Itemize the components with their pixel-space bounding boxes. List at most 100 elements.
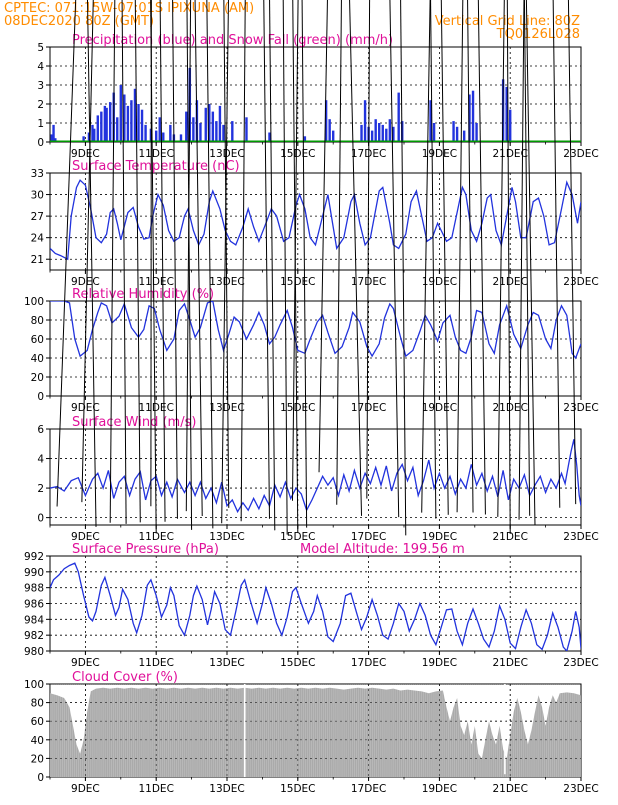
precip-bar <box>109 102 111 142</box>
cloud-dip <box>504 684 506 774</box>
x-tick-label: 23DEC <box>563 276 598 288</box>
series-line <box>50 439 581 511</box>
precip-bar <box>328 119 330 142</box>
panel-title: Precipitation (blue) and Snow Fall (gree… <box>72 33 393 48</box>
y-tick-label: 2 <box>37 483 44 495</box>
y-tick-label: 40 <box>31 353 44 365</box>
wind-arrow <box>498 0 504 517</box>
x-tick-label: 19DEC <box>422 402 457 414</box>
wind-arrow <box>401 0 406 535</box>
series-group <box>50 301 581 358</box>
wind-arrow <box>350 0 362 516</box>
wind-arrow <box>524 0 529 516</box>
y-tick-label: 0 <box>37 137 44 149</box>
wind-arrow <box>519 0 524 520</box>
precip-bar <box>93 129 95 142</box>
wind-arrow <box>441 0 448 515</box>
precip-bar <box>397 93 399 142</box>
y-tick-label: 60 <box>31 334 44 346</box>
wind-arrow <box>283 0 287 535</box>
y-tick-label: 0 <box>37 391 44 403</box>
y-tick-label: 100 <box>24 679 44 691</box>
precip-bar <box>120 85 122 142</box>
y-tick-label: 6 <box>37 424 44 436</box>
y-tick-label: 60 <box>31 716 44 728</box>
wind-arrow <box>526 0 535 525</box>
panel-annotation: Model Altitude: 199.56 m <box>300 542 465 557</box>
x-tick-label: 15DEC <box>280 148 315 160</box>
wind-arrow <box>478 0 485 515</box>
precip-bar <box>144 125 146 142</box>
precip-bar <box>116 117 118 142</box>
y-tick-label: 984 <box>24 614 44 626</box>
x-tick-label: 19DEC <box>422 148 457 160</box>
panel-title: Surface Pressure (hPa) <box>72 542 219 557</box>
y-tick-label: 80 <box>31 315 44 327</box>
precip-bar <box>378 123 380 142</box>
y-tick-label: 3 <box>37 80 44 92</box>
precip-bar <box>130 100 132 142</box>
wind-arrow <box>195 0 202 516</box>
panel-title: Cloud Cover (%) <box>72 670 178 685</box>
x-tick-label: 23DEC <box>563 531 598 543</box>
series-group <box>50 563 581 651</box>
precip-bar <box>389 119 391 142</box>
precip-bar <box>169 125 171 142</box>
wind-arrow <box>135 0 140 522</box>
x-tick-label: 23DEC <box>563 402 598 414</box>
precip-bar <box>452 121 454 142</box>
precip-bar <box>332 131 334 142</box>
series-line <box>50 301 581 358</box>
y-tick-label: 5 <box>37 42 44 54</box>
precip-bar <box>205 108 207 142</box>
x-tick-label: 19DEC <box>422 783 457 795</box>
x-tick-label: 15DEC <box>280 783 315 795</box>
precip-bar <box>475 123 477 142</box>
x-tick-label: 19DEC <box>422 657 457 669</box>
y-tick-label: 40 <box>31 735 44 747</box>
x-tick-label: 19DEC <box>422 276 457 288</box>
precip-bar <box>222 125 224 142</box>
precip-bar <box>371 131 373 142</box>
wind-arrow <box>507 0 510 534</box>
wind-arrow <box>468 0 473 512</box>
wind-arrow <box>390 0 399 517</box>
precip-bar <box>360 125 362 142</box>
panel-frame <box>50 301 581 396</box>
x-tick-label: 11DEC <box>138 402 173 414</box>
precip-bar <box>364 100 366 142</box>
panel-2: 9DEC11DEC13DEC15DEC17DEC19DEC21DEC23DEC2… <box>31 159 599 288</box>
wind-arrow <box>319 0 327 472</box>
header-model-code: TQ0126L028 <box>496 27 580 42</box>
y-tick-label: 2 <box>37 99 44 111</box>
y-tick-label: 980 <box>24 646 44 658</box>
panel-title: Relative Humidity (%) <box>72 287 214 302</box>
precip-bar <box>231 121 233 142</box>
wind-arrow <box>367 0 370 499</box>
x-tick-label: 23DEC <box>563 783 598 795</box>
x-tick-label: 15DEC <box>280 402 315 414</box>
wind-arrow <box>270 0 275 530</box>
y-tick-label: 992 <box>24 551 44 563</box>
x-tick-label: 11DEC <box>138 657 173 669</box>
wind-arrow <box>224 0 229 508</box>
y-tick-label: 4 <box>37 61 44 73</box>
x-tick-label: 17DEC <box>351 783 386 795</box>
x-tick-label: 17DEC <box>351 402 386 414</box>
precip-bar <box>97 115 99 142</box>
cloud-dip <box>244 684 246 777</box>
precip-bar <box>159 117 161 142</box>
precip-bar <box>433 123 435 142</box>
precip-bar <box>219 106 221 142</box>
x-tick-label: 23DEC <box>563 657 598 669</box>
precip-bar <box>100 112 102 142</box>
x-tick-label: 9DEC <box>71 402 100 414</box>
x-tick-label: 21DEC <box>492 276 527 288</box>
y-tick-label: 1 <box>37 118 44 130</box>
